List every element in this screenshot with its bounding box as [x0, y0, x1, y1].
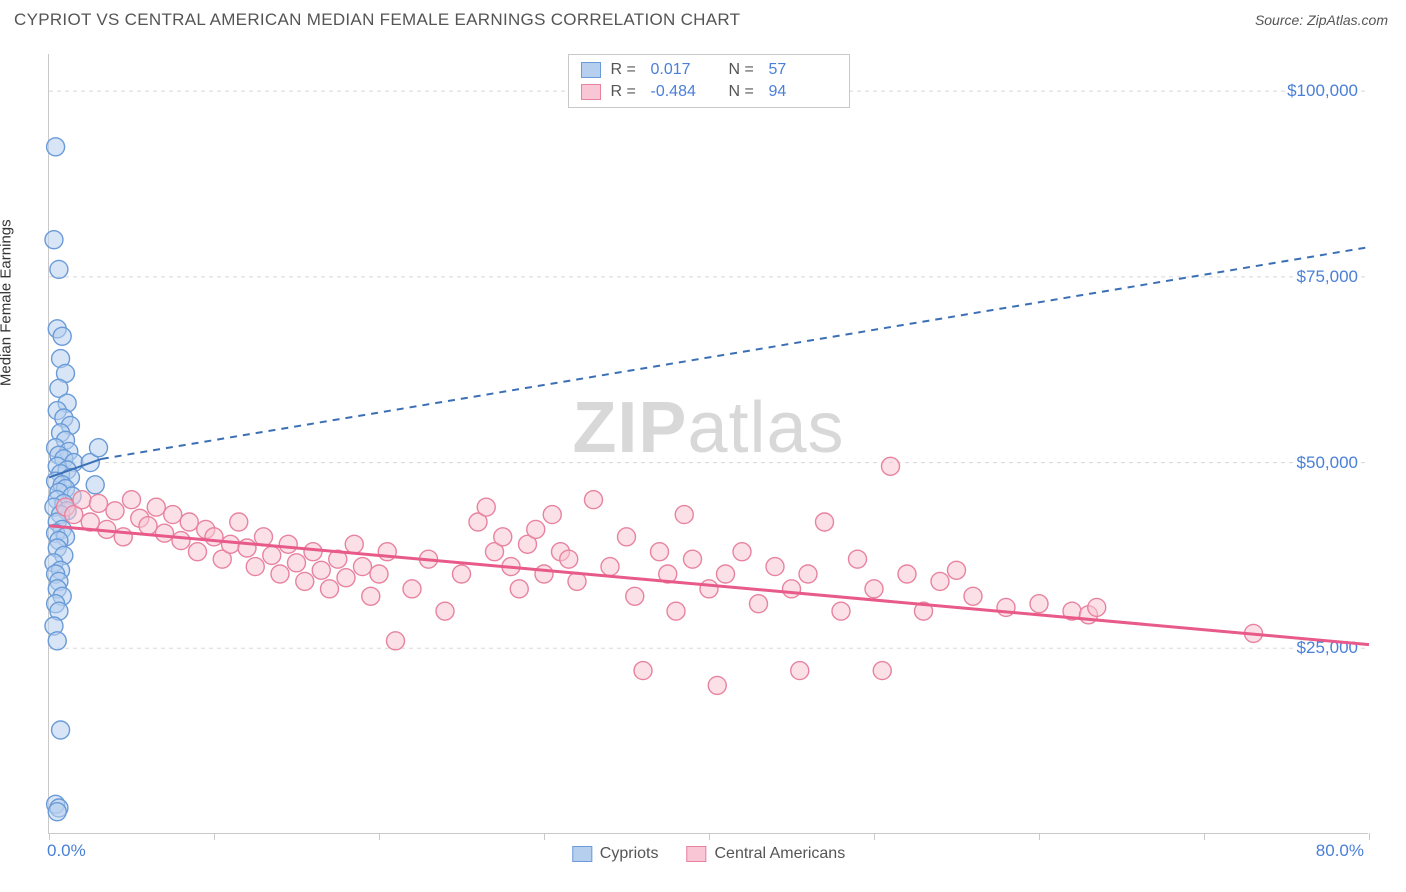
x-axis-min-label: 0.0%: [47, 841, 86, 861]
chart-container: Median Female Earnings ZIPatlas R = 0.01…: [14, 42, 1392, 880]
x-tick: [1039, 833, 1040, 840]
trend-line: [49, 526, 1369, 645]
series-legend: Cypriots Central Americans: [572, 845, 845, 863]
legend-swatch: [686, 846, 706, 862]
legend-r-label: R =: [611, 81, 641, 103]
chart-title: CYPRIOT VS CENTRAL AMERICAN MEDIAN FEMAL…: [14, 10, 740, 30]
x-axis-max-label: 80.0%: [1316, 841, 1364, 861]
x-tick: [544, 833, 545, 840]
legend-r-label: R =: [611, 59, 641, 81]
legend-swatch: [581, 84, 601, 100]
x-tick: [379, 833, 380, 840]
x-tick: [874, 833, 875, 840]
legend-label: Central Americans: [714, 845, 845, 863]
legend-r-value: -0.484: [651, 81, 719, 103]
trend-line-dashed: [102, 247, 1369, 459]
legend-n-label: N =: [729, 59, 759, 81]
legend-swatch: [572, 846, 592, 862]
trend-layer: [49, 54, 1368, 833]
x-tick: [709, 833, 710, 840]
plot-area: ZIPatlas R = 0.017 N = 57 R = -0.484 N =…: [48, 54, 1368, 834]
legend-n-label: N =: [729, 81, 759, 103]
legend-row: R = 0.017 N = 57: [581, 59, 837, 81]
legend-item: Cypriots: [572, 845, 659, 863]
y-axis-label: Median Female Earnings: [0, 219, 15, 386]
legend-n-value: 94: [769, 81, 837, 103]
correlation-legend: R = 0.017 N = 57 R = -0.484 N = 94: [568, 54, 850, 108]
source-label: Source: ZipAtlas.com: [1255, 12, 1388, 28]
legend-n-value: 57: [769, 59, 837, 81]
legend-r-value: 0.017: [651, 59, 719, 81]
legend-swatch: [581, 62, 601, 78]
x-tick: [49, 833, 50, 840]
legend-item: Central Americans: [686, 845, 845, 863]
x-tick: [214, 833, 215, 840]
x-tick: [1204, 833, 1205, 840]
x-tick: [1369, 833, 1370, 840]
legend-label: Cypriots: [600, 845, 659, 863]
legend-row: R = -0.484 N = 94: [581, 81, 837, 103]
trend-line: [49, 459, 102, 478]
